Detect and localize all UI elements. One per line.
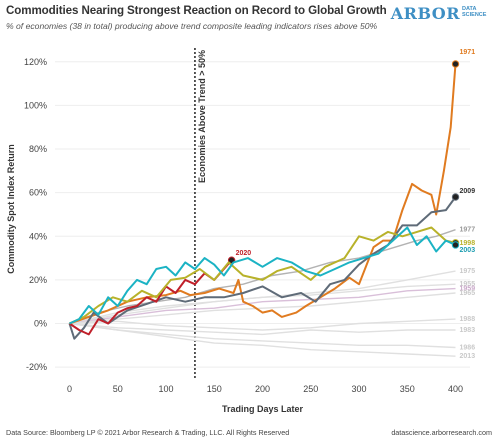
series-line-1983 bbox=[69, 322, 456, 336]
y-tick-label: 40% bbox=[29, 231, 47, 241]
series-label-1998: 1998 bbox=[460, 240, 476, 247]
brand-tagline: DATA SCIENCE bbox=[462, 6, 487, 18]
x-tick-label: 350 bbox=[400, 384, 415, 394]
website-url: datascience.arborresearch.com bbox=[391, 428, 492, 437]
x-tick-label: 150 bbox=[207, 384, 222, 394]
series-label-1959: 1959 bbox=[460, 286, 476, 293]
series-line-1971 bbox=[69, 63, 457, 325]
data-source-note: Data Source: Bloomberg LP © 2021 Arbor R… bbox=[6, 428, 290, 437]
series-label-2003: 2003 bbox=[460, 247, 476, 254]
series-end-marker-2003 bbox=[451, 241, 460, 249]
x-tick-label: 100 bbox=[158, 384, 173, 394]
series-label-1975: 1975 bbox=[460, 268, 476, 275]
series-label-2020: 2020 bbox=[236, 250, 252, 257]
brand-logo: ARBOR DATA SCIENCE bbox=[391, 4, 492, 23]
chart-title: Commodities Nearing Strongest Reaction o… bbox=[6, 4, 387, 17]
series-label-2013: 2013 bbox=[460, 353, 476, 360]
x-tick-label: 250 bbox=[303, 384, 318, 394]
y-tick-label: -20% bbox=[26, 362, 47, 372]
series-line-2009 bbox=[68, 196, 457, 340]
series-label-1965: 1965 bbox=[460, 290, 476, 297]
series-line-1988 bbox=[69, 318, 456, 331]
y-tick-label: 120% bbox=[24, 57, 47, 67]
series-label-1955: 1955 bbox=[460, 281, 476, 288]
series-label-1983: 1983 bbox=[460, 327, 476, 334]
series-line-1977 bbox=[69, 229, 456, 325]
series-label-1988: 1988 bbox=[460, 316, 476, 323]
x-axis-label: Trading Days Later bbox=[222, 404, 304, 414]
chart-subtitle: % of economies (38 in total) producing a… bbox=[6, 21, 378, 31]
y-tick-label: 80% bbox=[29, 144, 47, 154]
y-tick-label: 60% bbox=[29, 188, 47, 198]
series-end-marker-2009 bbox=[451, 193, 460, 201]
y-tick-label: 0% bbox=[34, 318, 47, 328]
series-line-1959 bbox=[69, 287, 456, 325]
x-tick-label: 200 bbox=[255, 384, 270, 394]
series-label-1977: 1977 bbox=[460, 227, 476, 234]
x-tick-label: 0 bbox=[67, 384, 72, 394]
x-tick-label: 300 bbox=[351, 384, 366, 394]
y-axis-label: Commodity Spot Index Return bbox=[6, 144, 16, 274]
threshold-annotation: Economies Above Trend > 50% bbox=[197, 50, 207, 183]
series-line-1998 bbox=[69, 226, 456, 325]
series-line-2003 bbox=[69, 226, 456, 325]
x-tick-label: 50 bbox=[113, 384, 123, 394]
brand-name: ARBOR bbox=[390, 4, 460, 23]
series-line-2013 bbox=[69, 322, 456, 357]
series-line-1986 bbox=[69, 322, 456, 349]
series-label-1986: 1986 bbox=[460, 344, 476, 351]
series-end-marker-1971 bbox=[451, 60, 460, 68]
series-line-1955 bbox=[69, 283, 456, 325]
series-label-2009: 2009 bbox=[460, 188, 476, 195]
series-label-1971: 1971 bbox=[460, 49, 476, 56]
y-tick-label: 20% bbox=[29, 275, 47, 285]
x-tick-label: 400 bbox=[448, 384, 463, 394]
y-tick-label: 100% bbox=[24, 100, 47, 110]
series-line-1965 bbox=[69, 292, 456, 325]
